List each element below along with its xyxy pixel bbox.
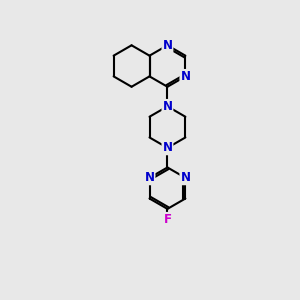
Text: F: F [164, 213, 171, 226]
Text: N: N [145, 171, 154, 184]
Text: N: N [180, 171, 190, 184]
Text: N: N [162, 100, 172, 113]
Text: N: N [162, 141, 172, 154]
Text: N: N [162, 39, 172, 52]
Text: N: N [180, 70, 190, 83]
